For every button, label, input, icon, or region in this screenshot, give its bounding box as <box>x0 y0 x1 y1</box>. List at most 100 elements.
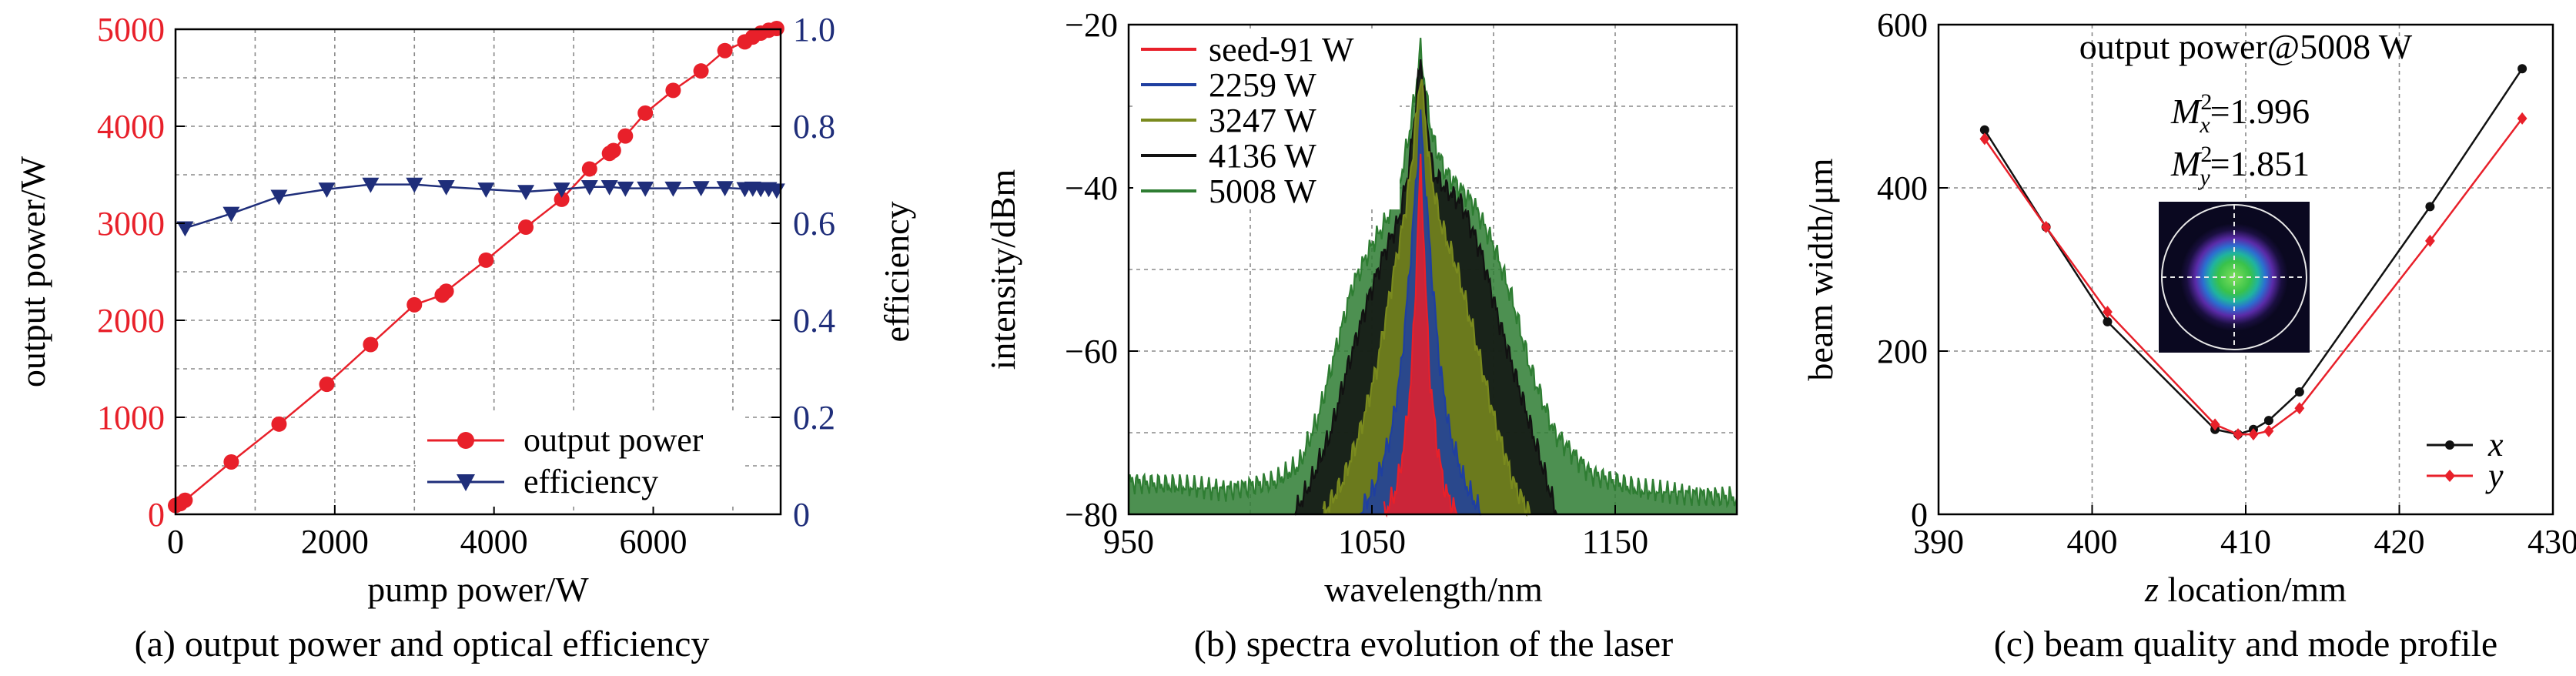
panel-a-legend-label-efficiency: efficiency <box>524 463 658 500</box>
panel-c-annotation-my-sub: y <box>2197 165 2210 190</box>
b-y-tick-label: −60 <box>1065 333 1118 370</box>
a-y2-tick-label: 0.8 <box>793 108 835 146</box>
c-x-tick-label: 390 <box>1913 523 1964 561</box>
a-y2-tick-label: 1.0 <box>793 11 835 49</box>
a-point-0 <box>693 63 709 79</box>
b-x-tick-label: 1150 <box>1582 523 1648 561</box>
a-point-0 <box>617 128 634 144</box>
b-legend-label-2: 3247 W <box>1209 102 1316 139</box>
a-y2-tick-label: 0.2 <box>793 399 835 437</box>
a-y-tick-label: 5000 <box>97 11 165 49</box>
b-legend-label-0: seed-91 W <box>1209 31 1354 69</box>
b-legend-label-3: 4136 W <box>1209 137 1316 175</box>
panel-a-y-ticks: 0 1000 2000 3000 4000 5000 <box>97 11 185 534</box>
a-point-0 <box>637 105 654 121</box>
panel-a-caption: (a) output power and optical efficiency <box>135 624 710 664</box>
a-point-0 <box>438 283 454 300</box>
a-point-1 <box>637 181 654 197</box>
panel-a-legend-label-power: output power <box>524 421 704 459</box>
c-y-tick-label: 0 <box>1911 496 1928 534</box>
a-point-1 <box>716 181 734 197</box>
panel-c-legend-marker-y <box>2444 470 2455 482</box>
a-point-0 <box>665 82 681 99</box>
a-x-tick-label: 4000 <box>460 523 528 561</box>
a-point-1 <box>692 181 710 197</box>
a-point-1 <box>601 179 618 196</box>
panel-c-series-y <box>1979 112 2527 441</box>
a-point-0 <box>717 42 733 59</box>
c-point-0 <box>2517 64 2527 74</box>
c-x-tick-label: 420 <box>2374 523 2425 561</box>
panel-c-annotation-my: M2 y=1.851 <box>2170 142 2310 190</box>
c-series-line-0 <box>1983 68 2524 436</box>
panel-c-annotation-mx-sup: 2 <box>2200 89 2212 115</box>
b-y-tick-label: −40 <box>1065 169 1118 207</box>
c-y-tick-label: 600 <box>1877 6 1928 44</box>
b-series-line-4 <box>1127 38 1738 509</box>
b-y-tick-label: −20 <box>1065 6 1118 44</box>
a-point-1 <box>517 185 535 201</box>
c-point-1 <box>2103 306 2113 319</box>
b-series-fill-0 <box>1383 153 1457 514</box>
panel-a-y2-axis-label: efficiency <box>877 201 916 342</box>
b-x-tick-label: 1050 <box>1338 523 1406 561</box>
a-point-0 <box>406 296 423 313</box>
panel-a-y-axis-label: output power/W <box>13 156 52 387</box>
a-y-tick-label: 1000 <box>97 399 165 437</box>
c-x-tick-label: 430 <box>2527 523 2576 561</box>
a-point-0 <box>363 336 379 353</box>
c-x-tick-label: 400 <box>2067 523 2118 561</box>
panel-c-caption: (c) beam quality and mode profile <box>1994 624 2497 664</box>
c-point-0 <box>1979 125 1989 135</box>
panel-c-legend-marker-x <box>2445 440 2454 450</box>
c-point-0 <box>2103 316 2113 326</box>
c-point-1 <box>2263 424 2274 437</box>
panel-b-y-axis-label: intensity/dBm <box>983 169 1022 370</box>
c-y-tick-label: 200 <box>1877 333 1928 370</box>
panel-b-plot-frame <box>1127 23 1738 516</box>
a-y-tick-label: 2000 <box>97 302 165 340</box>
b-series-line-2 <box>1322 79 1531 517</box>
panel-b-x-axis-label: wavelength/nm <box>1324 570 1543 609</box>
b-series-line-3 <box>1293 59 1558 516</box>
a-point-0 <box>271 416 287 432</box>
c-point-1 <box>2425 234 2435 247</box>
panel-c-legend-label-x: x <box>2487 426 2504 463</box>
panel-c-annotation-my-value: =1.851 <box>2210 144 2310 183</box>
panel-a-legend-marker-efficiency <box>457 474 475 491</box>
c-point-1 <box>2294 402 2305 415</box>
panel-a-series-efficiency <box>176 177 785 237</box>
c-point-1 <box>2517 112 2527 125</box>
c-point-1 <box>1979 132 1990 146</box>
b-x-tick-label: 950 <box>1103 523 1154 561</box>
panel-c-legend-box <box>2417 428 2533 508</box>
panel-c-annotation-title: output power@5008 W <box>2079 27 2413 66</box>
panel-c-y-ticks: 0 200 400 600 <box>1877 6 1948 534</box>
a-point-1 <box>176 221 194 237</box>
panel-c-annotation-mx: M2 x=1.996 <box>2170 89 2310 138</box>
panel-a-legend: output power efficiency <box>416 414 745 507</box>
a-point-1 <box>437 179 455 196</box>
a-point-1 <box>664 181 682 197</box>
a-x-tick-label: 6000 <box>620 523 687 561</box>
a-point-1 <box>270 189 288 206</box>
a-point-0 <box>223 453 239 470</box>
c-x-tick-label: 410 <box>2220 523 2271 561</box>
b-series-line-1 <box>1359 109 1482 516</box>
panel-c-x-ticks: 390 400 410 420 430 <box>1913 505 2576 561</box>
a-point-1 <box>362 177 380 193</box>
panel-c-annotation-mx-value: =1.996 <box>2210 92 2310 131</box>
panel-b-series <box>1127 38 1738 518</box>
panel-c: 390 400 410 420 430 0 200 400 600 z location/mm… <box>1801 6 2576 664</box>
panel-a: 0 2000 4000 6000 0 1000 2000 3000 4000 5000 0 0.2… <box>13 11 916 664</box>
c-point-1 <box>2248 428 2259 441</box>
c-point-0 <box>2263 416 2273 426</box>
panel-c-y-axis-label: beam width/μm <box>1801 158 1840 380</box>
b-legend-label-1: 2259 W <box>1209 66 1316 104</box>
a-point-0 <box>319 376 335 393</box>
panel-c-legend-label-y: y <box>2485 457 2504 494</box>
c-series-line-1 <box>1983 118 2524 436</box>
c-point-0 <box>2294 387 2304 397</box>
